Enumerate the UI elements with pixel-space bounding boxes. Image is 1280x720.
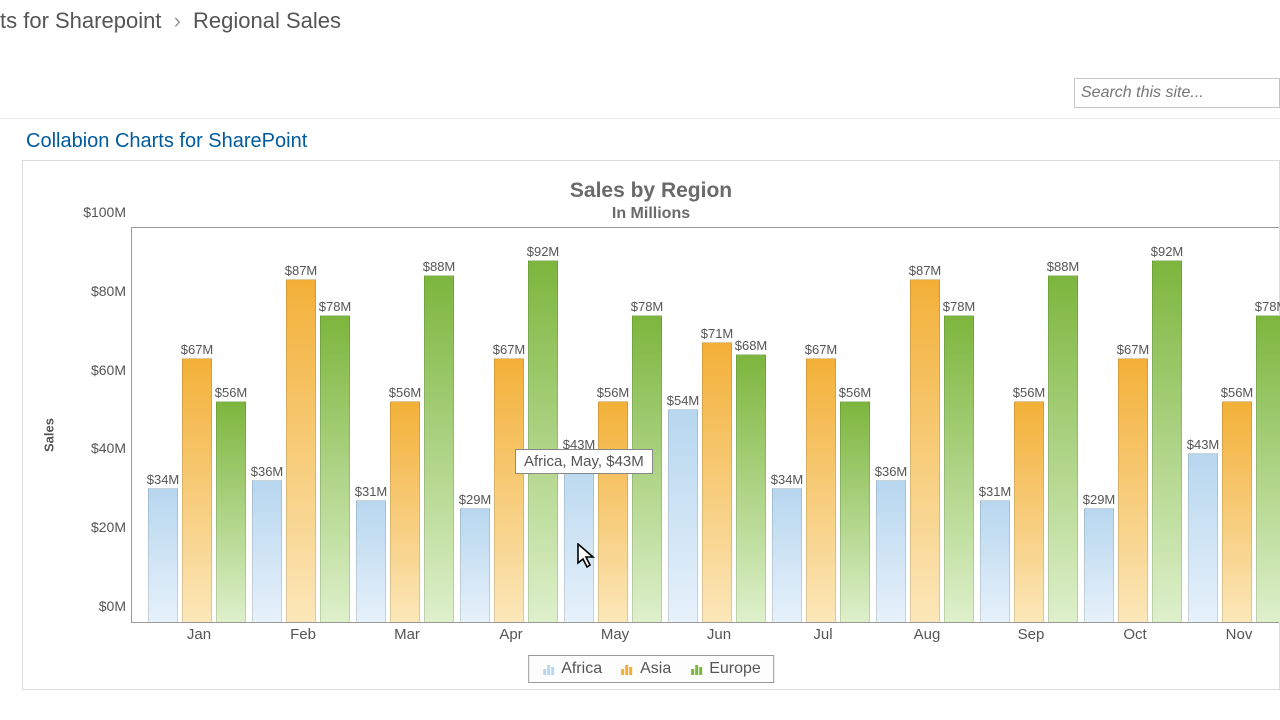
bar-value-label: $87M: [271, 263, 331, 280]
bar-value-label: $87M: [895, 263, 955, 280]
bar-group: $54M$71M$68MJun: [668, 228, 770, 622]
bar-value-label: $67M: [167, 342, 227, 359]
x-tick-label: Jul: [772, 626, 874, 643]
legend-swatch-icon: [541, 663, 555, 675]
x-tick-label: Apr: [460, 626, 562, 643]
bar-asia[interactable]: $56M: [598, 401, 628, 622]
webpart-title[interactable]: Collabion Charts for SharePoint: [26, 130, 307, 153]
y-tick-label: $40M: [91, 440, 126, 456]
divider: [0, 118, 1280, 119]
bar-asia[interactable]: $87M: [910, 279, 940, 622]
bar-group: $34M$67M$56MJul: [772, 228, 874, 622]
x-tick-label: Sep: [980, 626, 1082, 643]
x-tick-label: Mar: [356, 626, 458, 643]
bar-group: $29M$67M$92MOct: [1084, 228, 1186, 622]
bar-europe[interactable]: $78M: [1256, 315, 1280, 622]
bar-group: $43M$56M$78MMay: [564, 228, 666, 622]
chart-legend: Africa Asia Europe: [528, 655, 774, 683]
legend-swatch-icon: [689, 663, 703, 675]
bar-value-label: $78M: [1241, 299, 1280, 316]
legend-item-europe[interactable]: Europe: [689, 660, 761, 678]
chevron-right-icon: ›: [174, 8, 181, 33]
bar-africa[interactable]: $36M: [252, 480, 282, 622]
legend-label: Europe: [709, 660, 761, 678]
bar-group: $36M$87M$78MAug: [876, 228, 978, 622]
chart-panel: Sales by Region In Millions Sales $0M $20…: [22, 160, 1280, 690]
bar-europe[interactable]: $88M: [1048, 275, 1078, 622]
y-tick-label: $20M: [91, 519, 126, 535]
bar-africa[interactable]: $34M: [772, 488, 802, 622]
bar-group: $31M$56M$88MSep: [980, 228, 1082, 622]
bar-asia[interactable]: $87M: [286, 279, 316, 622]
breadcrumb-parent[interactable]: ts for Sharepoint: [0, 8, 161, 33]
bar-africa[interactable]: $36M: [876, 480, 906, 622]
bar-asia[interactable]: $67M: [494, 358, 524, 622]
bar-group: $36M$87M$78MFeb: [252, 228, 354, 622]
bar-group: $34M$67M$56MJan: [148, 228, 250, 622]
bar-africa[interactable]: $54M: [668, 409, 698, 622]
bar-europe[interactable]: $56M: [216, 401, 246, 622]
bar-africa[interactable]: $29M: [1084, 508, 1114, 622]
x-tick-label: Feb: [252, 626, 354, 643]
chart-tooltip: Africa, May, $43M: [515, 449, 653, 474]
x-tick-label: Oct: [1084, 626, 1186, 643]
bar-asia[interactable]: $56M: [1222, 401, 1252, 622]
bar-group: $31M$56M$88MMar: [356, 228, 458, 622]
chart-subtitle: In Millions: [23, 205, 1279, 223]
site-search[interactable]: [1074, 78, 1280, 108]
chart-title: Sales by Region: [23, 179, 1279, 203]
y-tick-label: $0M: [99, 598, 126, 614]
x-tick-label: May: [564, 626, 666, 643]
bar-asia[interactable]: $67M: [1118, 358, 1148, 622]
y-tick-label: $60M: [91, 362, 126, 378]
bar-group: $29M$67M$92MApr: [460, 228, 562, 622]
x-tick-label: Jun: [668, 626, 770, 643]
x-tick-label: Jan: [148, 626, 250, 643]
x-tick-label: Nov: [1188, 626, 1280, 643]
bar-africa[interactable]: $43M: [564, 453, 594, 622]
legend-label: Africa: [561, 660, 602, 678]
legend-label: Asia: [640, 660, 671, 678]
y-axis-label: Sales: [42, 418, 57, 452]
y-tick-label: $80M: [91, 283, 126, 299]
bar-europe[interactable]: $56M: [840, 401, 870, 622]
bar-asia[interactable]: $56M: [390, 401, 420, 622]
bar-africa[interactable]: $34M: [148, 488, 178, 622]
breadcrumb-current: Regional Sales: [193, 8, 341, 33]
bar-europe[interactable]: $78M: [320, 315, 350, 622]
legend-item-asia[interactable]: Asia: [620, 660, 671, 678]
y-tick-label: $100M: [83, 204, 126, 220]
legend-item-africa[interactable]: Africa: [541, 660, 602, 678]
bar-value-label: $67M: [791, 342, 851, 359]
bar-africa[interactable]: $31M: [356, 500, 386, 622]
search-input[interactable]: [1075, 79, 1279, 107]
bar-africa[interactable]: $43M: [1188, 453, 1218, 622]
bar-europe[interactable]: $88M: [424, 275, 454, 622]
bar-europe[interactable]: $78M: [944, 315, 974, 622]
breadcrumb: ts for Sharepoint › Regional Sales: [0, 8, 341, 34]
x-tick-label: Aug: [876, 626, 978, 643]
bar-group: $43M$56M$78MNov: [1188, 228, 1280, 622]
bar-africa[interactable]: $31M: [980, 500, 1010, 622]
legend-swatch-icon: [620, 663, 634, 675]
bar-africa[interactable]: $29M: [460, 508, 490, 622]
bar-asia[interactable]: $71M: [702, 342, 732, 622]
bar-asia[interactable]: $56M: [1014, 401, 1044, 622]
chart-plot-area: $0M$20M$40M$60M$80M$100M$34M$67M$56MJan$…: [131, 227, 1279, 623]
